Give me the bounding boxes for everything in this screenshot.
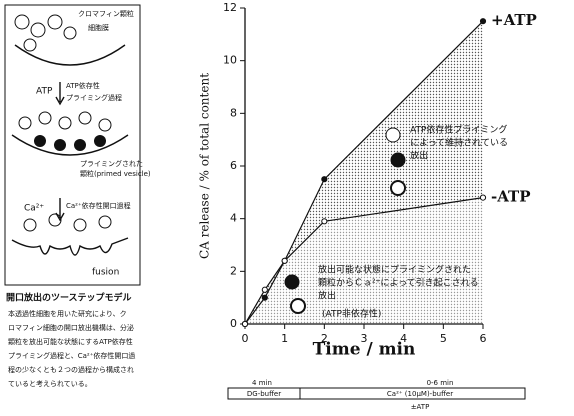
y-tick-label: 12 [223, 1, 237, 14]
label: fusion [92, 268, 119, 278]
x-tick-label: 5 [440, 332, 447, 345]
data-point [262, 295, 267, 300]
protocol-label: DG-buffer [247, 390, 281, 398]
label: ATP依存性 [66, 81, 100, 90]
annotation: 放出可能な状態にプライミングされた [318, 264, 471, 276]
data-point [322, 219, 327, 224]
data-point [262, 287, 267, 292]
label: プライミングされた [80, 159, 143, 168]
caption-line: 本透過性細胞を用いた研究により、ク [8, 309, 127, 318]
figure: クロマフィン顆粒 細胞膜 ATP ATP依存性 プライミング過程 プライミングさ… [0, 0, 574, 416]
y-tick-label: 10 [223, 54, 237, 67]
y-tick-label: 8 [230, 106, 237, 119]
label: クロマフィン顆粒 [78, 9, 134, 18]
x-axis-label: Time / min [313, 340, 416, 360]
y-tick-label: 4 [230, 212, 237, 225]
caption-line: 顆粒を放出可能な状態にするATP依存性 [8, 337, 133, 346]
icon [285, 275, 299, 289]
protocol-label: ±ATP [411, 403, 430, 411]
y-tick-label: 0 [230, 317, 237, 330]
y-tick-label: 2 [230, 264, 237, 277]
annotation: (ATP非依存性) [322, 308, 381, 320]
data-point [480, 195, 485, 200]
icon [386, 128, 400, 142]
label: 細胞膜 [88, 23, 109, 32]
annotation: 放出 [410, 150, 428, 162]
diagram [5, 5, 140, 285]
granules [15, 15, 111, 231]
data-point [480, 19, 485, 24]
series-label: +ATP [491, 11, 537, 29]
label: Ca²⁺依存性開口過程 [66, 201, 131, 210]
caption-line: プライミング過程と、Ca²⁺依存性開口過 [8, 351, 135, 360]
annotation: ATP依存性プライミング [410, 124, 507, 136]
x-tick-label: 0 [242, 332, 249, 345]
annotation: 顆粒からＣａ²⁺によって引き起こされる [318, 277, 479, 289]
protocol-label: 4 min [252, 379, 272, 387]
caption-line: ていると考えられている。 [8, 380, 92, 388]
primed-granules [34, 135, 106, 151]
caption-line: 程の少なくとも２つの過程から構成され [8, 365, 134, 374]
caption-title: 開口放出のツーステップモデル [6, 292, 132, 304]
annotation: 放出 [318, 290, 336, 302]
y-axis-label: CA release / % of total content [198, 73, 212, 259]
caption-line: ロマフィン細胞の開口放出機構は、分泌 [8, 323, 134, 332]
series-label: -ATP [491, 188, 531, 206]
data-point [282, 258, 287, 263]
label: ATP [36, 87, 53, 97]
annotation: によって維持されている [410, 137, 508, 149]
icon [291, 299, 305, 313]
label: 顆粒(primed vesicle) [80, 169, 151, 178]
label: Ca²⁺ [24, 204, 44, 214]
data-point [322, 177, 327, 182]
icon [391, 181, 405, 195]
protocol-label: 0-6 min [427, 379, 454, 387]
data-point [242, 321, 247, 326]
protocol-label: Ca²⁺ (10μM)-buffer [387, 390, 453, 398]
x-tick-label: 1 [281, 332, 288, 345]
icon [391, 153, 405, 167]
label: プライミング過程 [66, 93, 122, 102]
y-tick-label: 6 [230, 159, 237, 172]
shaded-area [245, 198, 483, 324]
x-tick-label: 6 [480, 332, 487, 345]
